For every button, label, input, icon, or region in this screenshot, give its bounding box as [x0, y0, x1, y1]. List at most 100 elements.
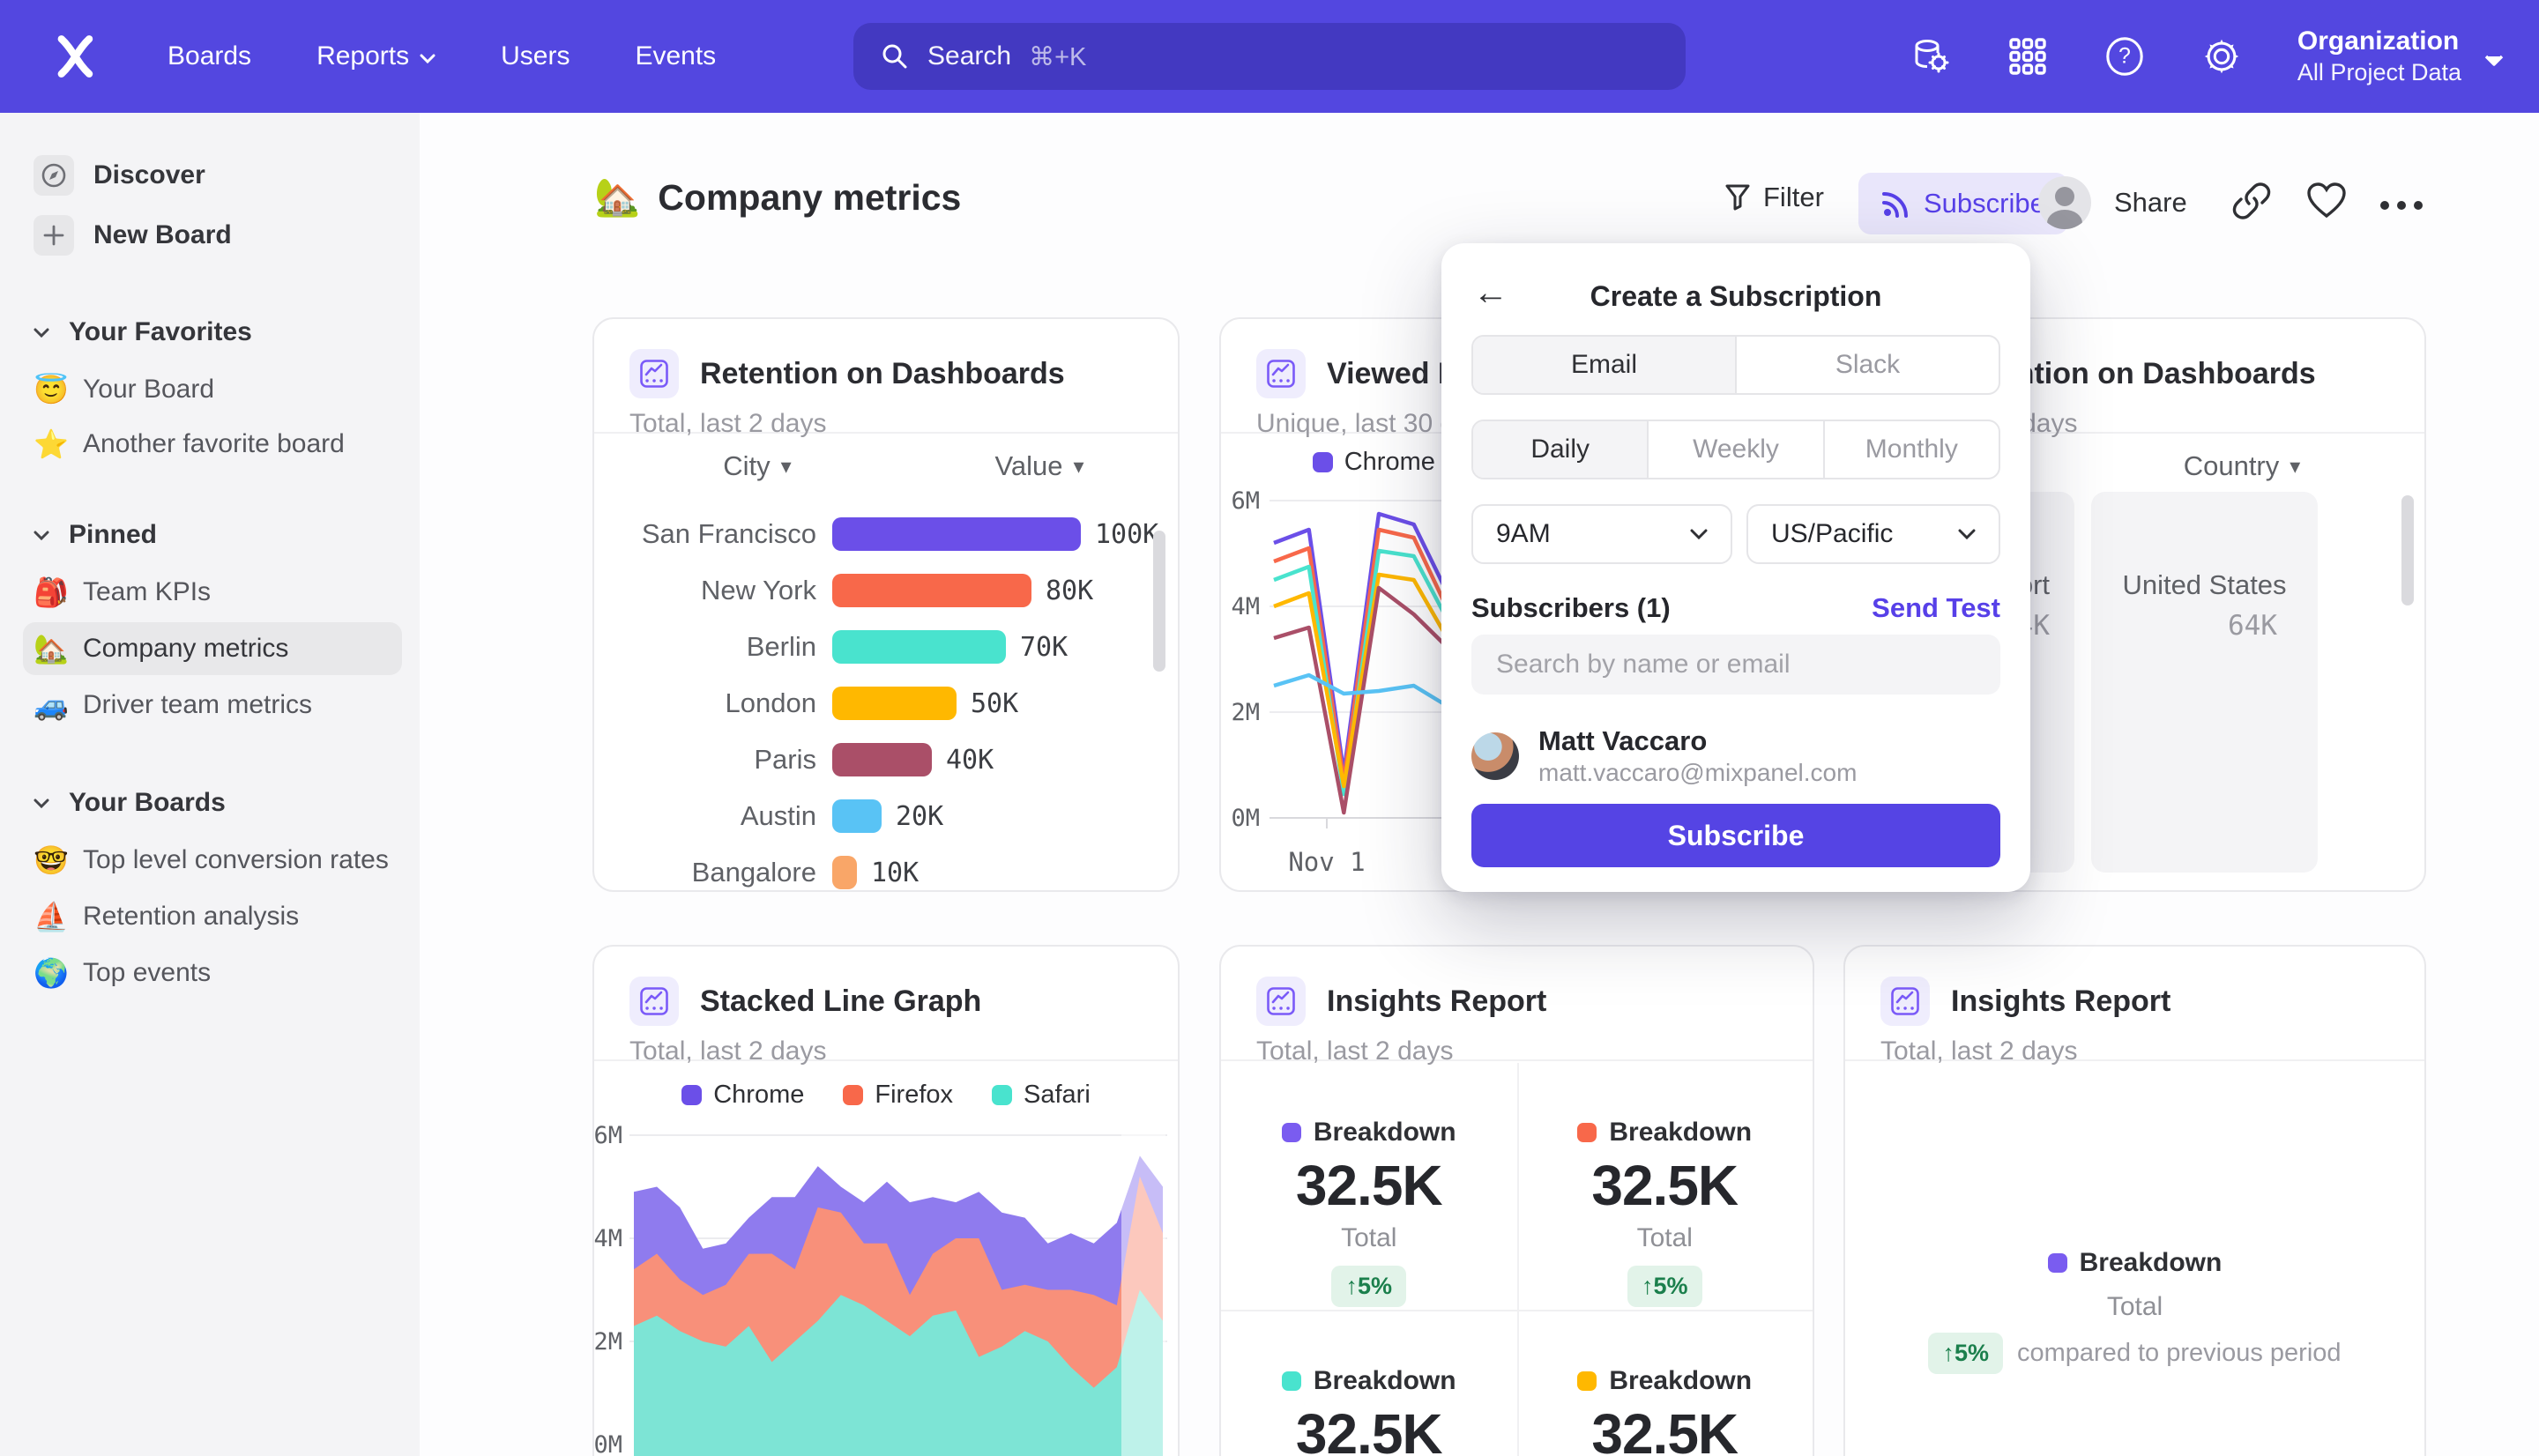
copy-link-icon[interactable] [2232, 182, 2271, 220]
back-arrow-icon[interactable]: ← [1473, 273, 1508, 312]
sidebar-item-label: Your Board [83, 375, 215, 404]
sidebar-item-company-metrics[interactable]: 🏡 Company metrics [23, 622, 402, 675]
sidebar-item-discover[interactable]: Discover [23, 150, 397, 201]
data-management-icon[interactable] [1910, 35, 1952, 78]
table-row[interactable]: Austin 20K [740, 799, 944, 833]
sidebar-item-another-favorite-board[interactable]: ⭐ Another favorite board [23, 418, 402, 471]
legend-item-chrome[interactable]: Chrome [1312, 448, 1435, 477]
bar [832, 574, 1031, 607]
legend-dot [2047, 1253, 2067, 1273]
scrollbar[interactable] [1153, 531, 1165, 672]
column-header-country[interactable]: Country ▾ [2183, 450, 2301, 481]
search-shortcut: ⌘+K [1029, 42, 1087, 71]
legend-dot [1312, 452, 1333, 472]
apps-grid-icon[interactable] [2007, 35, 2049, 78]
settings-gear-icon[interactable] [2200, 35, 2243, 78]
sidebar-item-driver-team-metrics[interactable]: 🚙 Driver team metrics [23, 679, 402, 732]
card-title[interactable]: Stacked Line Graph [700, 984, 982, 1018]
frequency-tabs: Daily Weekly Monthly [1471, 420, 2000, 479]
nav-item-reports[interactable]: Reports [316, 41, 436, 71]
metric-summary[interactable]: Breakdown Total ↑5% compared to previous… [1845, 1248, 2424, 1374]
table-row[interactable]: New York 80K [701, 574, 1094, 607]
subscriber-avatar [1471, 732, 1519, 780]
board-emoji: 🚙 [34, 689, 69, 721]
create-subscription-modal: ← Create a Subscription Email Slack Dail… [1441, 243, 2030, 892]
legend-item-chrome[interactable]: Chrome [681, 1081, 804, 1110]
top-nav: Boards Reports Users Events Search ⌘+K ? [0, 0, 2539, 113]
tab-slack[interactable]: Slack [1735, 337, 1999, 393]
metric-tile[interactable]: Breakdown 32.5K Total ↑5% [1517, 1063, 1813, 1310]
sidebar-item-team-kpis[interactable]: 🎒 Team KPIs [23, 566, 402, 619]
avatar-body [2047, 210, 2082, 229]
sidebar: Discover New Board Your Favorites 😇 Your… [0, 113, 420, 1456]
sort-caret-icon: ▾ [2290, 454, 2301, 479]
sidebar-item-your-board[interactable]: 😇 Your Board [23, 363, 402, 416]
card-title[interactable]: Retention on Dashboards [700, 356, 1065, 390]
breakdown-tile-united-states[interactable]: United States 64K [2091, 492, 2318, 873]
table-row[interactable]: Berlin 70K [746, 630, 1068, 664]
card-retention-on-dashboards: Retention on Dashboards Total, last 2 da… [592, 317, 1180, 892]
metric-tile[interactable]: Breakdown 32.5K Total ↑5% [1221, 1311, 1517, 1456]
search-input[interactable]: Search ⌘+K [853, 23, 1686, 90]
favorite-heart-icon[interactable] [2306, 182, 2347, 219]
legend-dot [1577, 1123, 1597, 1142]
sidebar-item-top-events[interactable]: 🌍 Top events [23, 947, 402, 999]
scrollbar[interactable] [2401, 495, 2414, 605]
legend-item-safari[interactable]: Safari [992, 1081, 1091, 1110]
board-emoji: 🏡 [594, 176, 641, 218]
org-switcher[interactable]: Organization All Project Data [2297, 26, 2461, 87]
card-title[interactable]: Insights Report [1327, 984, 1547, 1018]
timezone-select[interactable]: US/Pacific [1746, 504, 2000, 564]
card-title[interactable]: Insights Report [1951, 984, 2171, 1018]
column-header-value[interactable]: Value▾ [994, 450, 1084, 481]
sidebar-item-new-board[interactable]: New Board [23, 210, 397, 261]
tab-email[interactable]: Email [1473, 337, 1735, 393]
mixpanel-logo-icon[interactable] [51, 32, 101, 81]
board-emoji: 🤓 [34, 844, 69, 876]
sidebar-section-pinned[interactable]: Pinned [34, 520, 157, 550]
board-emoji: 🏡 [34, 633, 69, 665]
help-icon[interactable]: ? [2103, 35, 2146, 78]
subscribe-button[interactable]: Subscribe [1858, 173, 2068, 234]
nav-item-boards[interactable]: Boards [168, 41, 251, 71]
legend-item-firefox[interactable]: Firefox [843, 1081, 953, 1110]
metric-tile[interactable]: Breakdown 32.5K Total ↑5% [1517, 1311, 1813, 1456]
table-row[interactable]: Bangalore 10K [691, 856, 920, 889]
column-header-city[interactable]: City ▾ [723, 450, 792, 481]
nav-item-label: Events [635, 41, 717, 71]
sidebar-section-your-favorites[interactable]: Your Favorites [34, 317, 252, 347]
legend-dot [1577, 1371, 1597, 1391]
card-stacked-line-graph: Stacked Line Graph Total, last 2 days Ch… [592, 945, 1180, 1456]
table-row[interactable]: London 50K [725, 687, 1019, 720]
subscribe-submit-button[interactable]: Subscribe [1471, 804, 2000, 867]
delta-badge: ↑5% [1627, 1266, 1702, 1307]
sidebar-item-label: New Board [93, 220, 232, 249]
sidebar-section-your-boards[interactable]: Your Boards [34, 788, 226, 818]
table-row[interactable]: Paris 40K [754, 743, 994, 776]
subscribe-label: Subscribe [1924, 188, 2045, 219]
avatar[interactable] [2038, 176, 2091, 229]
subscriber-row[interactable]: Matt Vaccaro matt.vaccaro@mixpanel.com [1471, 724, 1857, 788]
legend-dot [681, 1085, 703, 1105]
sidebar-item-retention-analysis[interactable]: ⛵ Retention analysis [23, 890, 402, 943]
sidebar-item-top-level-conversion-rates[interactable]: 🤓 Top level conversion rates [23, 834, 402, 887]
sidebar-item-label: Top events [83, 958, 212, 987]
sort-caret-icon: ▾ [780, 454, 792, 479]
time-select[interactable]: 9AM [1471, 504, 1732, 564]
subscriber-search-input[interactable] [1471, 635, 2000, 695]
tab-monthly[interactable]: Monthly [1822, 421, 1999, 478]
metric-tile[interactable]: Breakdown 32.5K Total ↑5% [1221, 1063, 1517, 1310]
nav-item-events[interactable]: Events [635, 41, 716, 71]
filter-button[interactable]: Filter [1724, 182, 1824, 213]
send-test-link[interactable]: Send Test [1872, 592, 2000, 623]
tab-weekly[interactable]: Weekly [1647, 421, 1822, 478]
report-chart-icon [1880, 977, 1930, 1026]
report-chart-icon [629, 349, 679, 398]
tab-daily[interactable]: Daily [1473, 421, 1648, 478]
nav-item-users[interactable]: Users [501, 41, 570, 71]
share-button[interactable]: Share [2114, 187, 2187, 218]
table-row[interactable]: San Francisco 100K [641, 517, 1159, 551]
page-title-text: Company metrics [658, 177, 962, 218]
more-options-button[interactable] [2380, 201, 2423, 210]
plus-icon [34, 215, 74, 256]
